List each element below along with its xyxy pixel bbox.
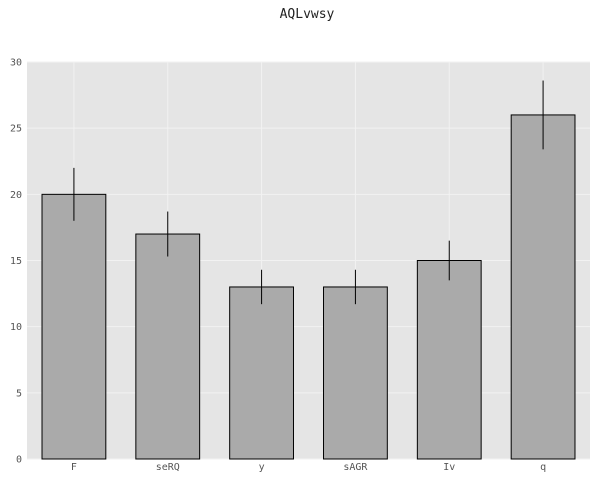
x-tick-label: y [259,462,265,473]
y-tick-label: 10 [10,322,22,333]
y-tick-label: 15 [10,256,22,267]
y-tick-label: 0 [16,455,22,466]
y-tick-label: 30 [10,58,22,69]
y-tick-label: 5 [16,388,22,399]
bar-q [510,114,576,460]
x-tick-label: F [71,462,77,473]
bar-seRQ [135,233,201,460]
y-tick-label: 25 [10,124,22,135]
chart-title: AQLvwsy [280,7,335,22]
y-axis-ticks: 0 5 10 15 20 25 30 [10,58,22,466]
bars [41,80,576,460]
bar-F [41,193,107,460]
bar-Iv [416,260,482,460]
bar-y [229,286,294,460]
y-tick-label: 20 [10,190,22,201]
x-tick-label: sAGR [343,462,368,473]
x-tick-label: seRQ [156,462,180,473]
bar-sAGR [323,286,388,460]
x-tick-label: q [540,462,546,473]
x-tick-label: Iv [443,462,455,473]
